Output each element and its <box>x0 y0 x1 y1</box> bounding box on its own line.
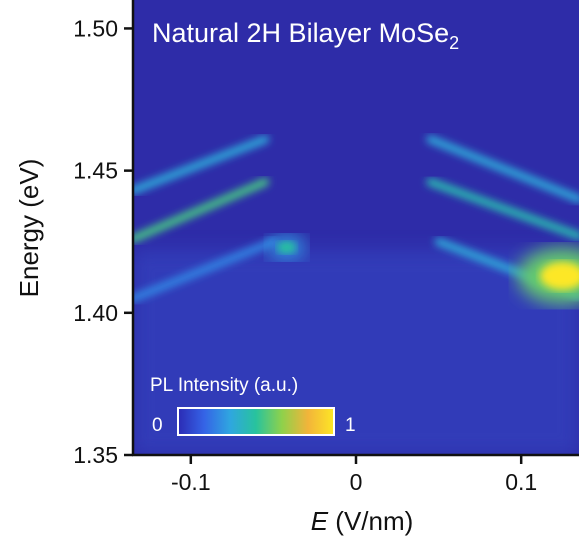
x-tick-label: 0.1 <box>505 469 537 495</box>
y-tick-label: 1.40 <box>73 300 118 326</box>
heatmap-middle-branch-right <box>426 178 579 241</box>
heatmap-middle-branch-left <box>133 178 270 243</box>
x-axis-label: E (V/nm) <box>311 506 414 536</box>
x-tick-label: -0.1 <box>171 469 211 495</box>
y-tick-label: 1.35 <box>73 442 118 468</box>
heatmap-upper-branch-right <box>426 135 579 204</box>
chart-title: Natural 2H Bilayer MoSe2 <box>152 18 459 53</box>
y-tick-label: 1.50 <box>73 15 118 41</box>
colorbar-gradient <box>177 407 335 436</box>
heatmap-bright-spot-right <box>540 261 579 290</box>
heatmap-lower-branch-left <box>133 237 278 303</box>
heatmap-spot-center-left <box>277 241 297 254</box>
colorbar-legend: PL Intensity (a.u.) 0 1 <box>150 375 356 436</box>
colorbar-min-label: 0 <box>152 415 163 436</box>
x-tick-label: 0 <box>350 469 363 495</box>
heatmap-plot <box>133 0 579 455</box>
heatmap-upper-branch-left <box>133 135 270 195</box>
colorbar-label: PL Intensity (a.u.) <box>150 375 298 396</box>
colorbar-max-label: 1 <box>345 415 356 436</box>
y-axis-label: Energy (eV) <box>14 159 44 298</box>
axis-ticks: 1.35 1.40 1.45 1.50 -0.1 0 0.1 <box>73 15 537 495</box>
y-tick-label: 1.45 <box>73 158 118 184</box>
